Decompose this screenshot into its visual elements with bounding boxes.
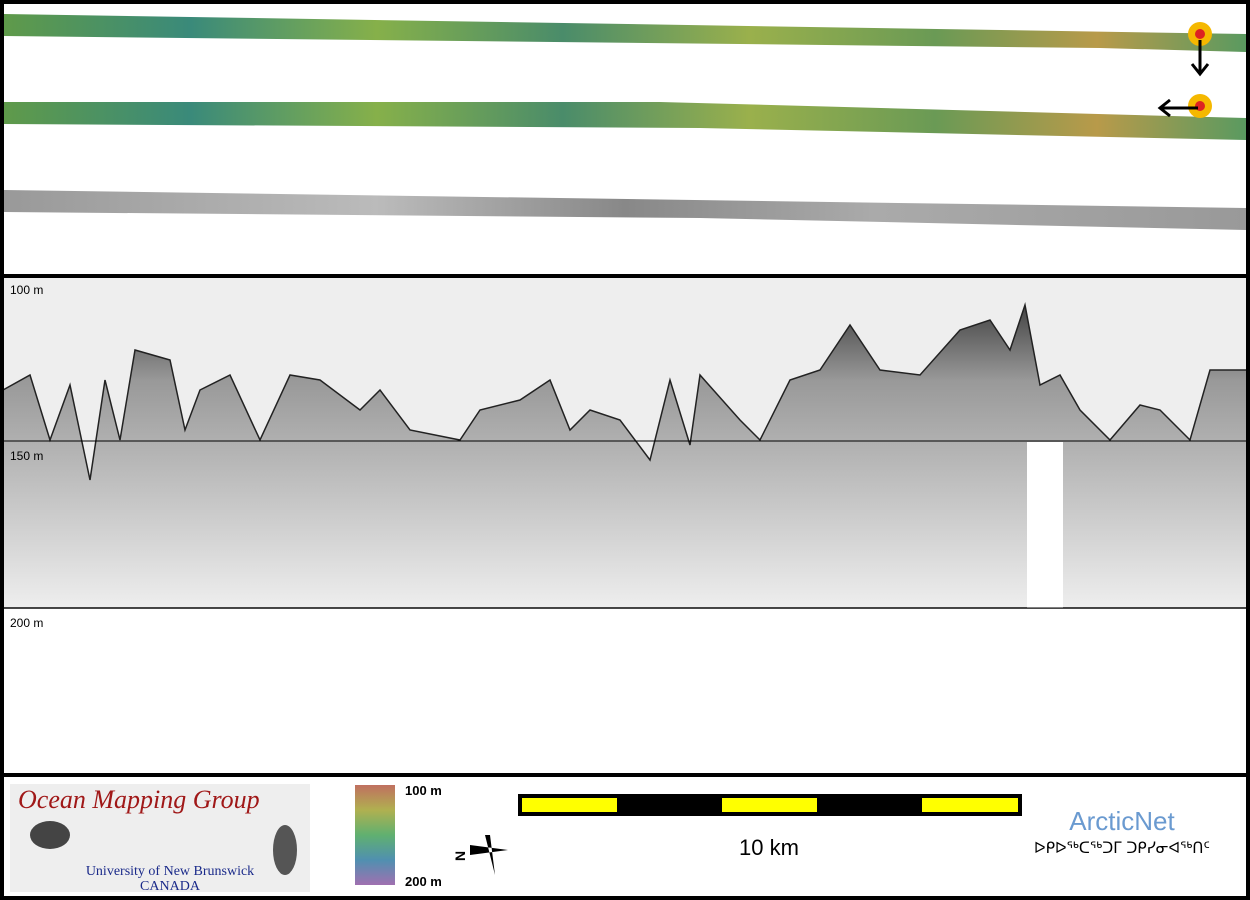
arcticnet-name: ArcticNet: [1069, 806, 1175, 836]
compass: N: [452, 835, 508, 875]
arcticnet-inuktitut: ᐅᑭᐅᖅᑕᖅᑐᒥ ᑐᑭᓯᓂᐊᖅᑎᑦ: [1034, 839, 1210, 857]
scale-bar: 10 km: [518, 794, 1022, 860]
compass-label: N: [452, 851, 468, 861]
logo-country: CANADA: [140, 879, 201, 894]
logo-university: University of New Brunswick: [86, 864, 254, 879]
colorbar: [355, 785, 395, 885]
logo-title: Ocean Mapping Group: [18, 785, 260, 814]
profile: 100 m 150 m 200 m: [2, 278, 1248, 630]
colorbar-bottom: 200 m: [405, 874, 442, 889]
echo-profile: [2, 302, 1248, 609]
depth-label: 150 m: [10, 449, 43, 463]
strips: [4, 14, 1246, 230]
scale-label: 10 km: [739, 835, 799, 860]
footer: Ocean Mapping Group University of New Br…: [10, 783, 1210, 894]
colorbar-top: 100 m: [405, 783, 442, 798]
depth-label: 100 m: [10, 283, 43, 297]
color-strip: [4, 14, 1246, 52]
depth-label: 200 m: [10, 616, 43, 630]
color-strip: [4, 102, 1246, 140]
gray-strip: [4, 190, 1246, 230]
markers: [1157, 22, 1212, 118]
